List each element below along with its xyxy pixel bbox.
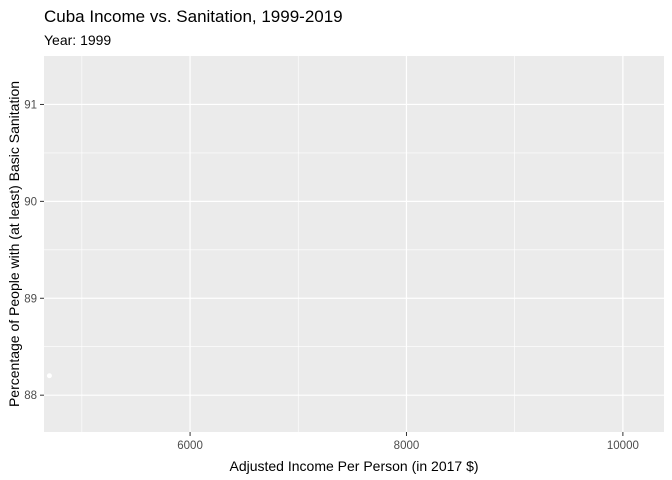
y-axis-title: Percentage of People with (at least) Bas…: [6, 81, 22, 407]
x-axis-ticks: 6000 8000 10000: [177, 432, 639, 452]
panel-background: [44, 56, 664, 432]
chart-title: Cuba Income vs. Sanitation, 1999-2019: [44, 7, 343, 26]
minor-grid: [44, 56, 664, 432]
x-tick-label: 10000: [607, 440, 639, 452]
x-axis-title: Adjusted Income Per Person (in 2017 $): [229, 458, 478, 474]
major-grid: [44, 56, 664, 432]
y-axis-ticks: 88 89 90 91: [24, 99, 44, 402]
data-point: [46, 373, 52, 379]
data-points: [46, 373, 52, 379]
y-tick-label: 89: [24, 293, 37, 305]
x-tick-label: 6000: [177, 440, 203, 452]
y-tick-label: 90: [24, 196, 37, 208]
x-tick-label: 8000: [394, 440, 420, 452]
y-tick-label: 88: [24, 390, 37, 402]
y-tick-label: 91: [24, 99, 37, 111]
chart-subtitle: Year: 1999: [44, 32, 111, 48]
